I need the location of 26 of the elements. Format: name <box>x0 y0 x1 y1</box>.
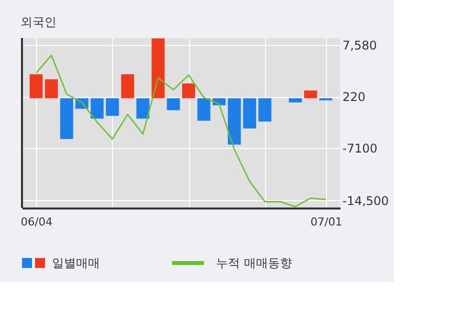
y-tick-label: -14,500 <box>342 194 389 208</box>
chart-title: 외국인 <box>20 15 56 29</box>
x-tick-label: 06/04 <box>20 216 52 228</box>
legend-label: 누적 매매동향 <box>216 256 292 270</box>
y-tick-label: 220 <box>342 90 366 104</box>
y-tick-label: -7100 <box>342 142 378 156</box>
bar <box>182 83 196 98</box>
bar <box>136 98 150 119</box>
legend-label: 일별매매 <box>52 256 100 270</box>
bar <box>243 98 256 128</box>
bar <box>152 38 165 98</box>
bar <box>228 98 241 145</box>
bar <box>44 79 58 98</box>
bar <box>304 90 318 98</box>
bar <box>166 98 180 110</box>
bar <box>197 98 210 121</box>
line-series <box>36 54 326 208</box>
bar <box>121 74 134 98</box>
bar <box>258 98 272 122</box>
bar <box>106 98 119 116</box>
x-tick-label: 07/01 <box>310 216 342 228</box>
y-tick-label: 7,580 <box>342 38 377 52</box>
bar <box>288 98 302 102</box>
bar <box>30 74 43 98</box>
bar <box>90 98 104 119</box>
bar <box>60 98 74 140</box>
